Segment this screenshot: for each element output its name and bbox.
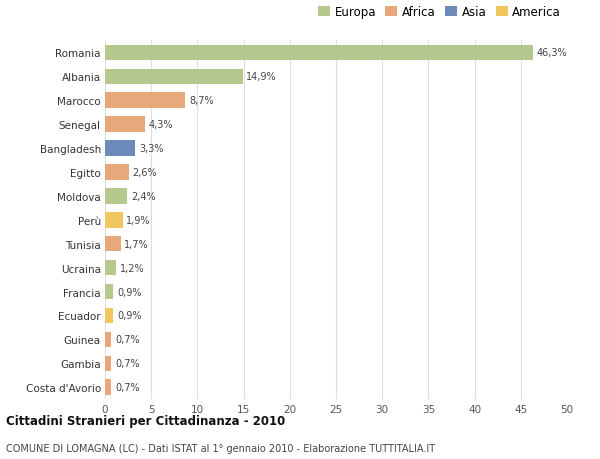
Bar — [105, 69, 242, 85]
Text: 8,7%: 8,7% — [189, 96, 214, 106]
Text: 0,7%: 0,7% — [115, 382, 140, 392]
Text: 1,9%: 1,9% — [126, 215, 151, 225]
Bar — [105, 45, 533, 61]
Legend: Europa, Africa, Asia, America: Europa, Africa, Asia, America — [318, 6, 561, 19]
Bar — [105, 260, 116, 276]
Text: 1,2%: 1,2% — [120, 263, 145, 273]
Bar — [105, 189, 127, 204]
Bar — [105, 93, 185, 109]
Text: 2,6%: 2,6% — [133, 168, 157, 178]
Bar — [105, 332, 112, 347]
Bar — [105, 356, 112, 371]
Text: Cittadini Stranieri per Cittadinanza - 2010: Cittadini Stranieri per Cittadinanza - 2… — [6, 414, 285, 428]
Bar — [105, 380, 112, 395]
Bar — [105, 141, 136, 157]
Text: 46,3%: 46,3% — [536, 48, 567, 58]
Text: 3,3%: 3,3% — [139, 144, 164, 154]
Text: 0,7%: 0,7% — [115, 358, 140, 369]
Text: 0,9%: 0,9% — [117, 287, 142, 297]
Bar — [105, 165, 129, 180]
Bar — [105, 308, 113, 324]
Text: COMUNE DI LOMAGNA (LC) - Dati ISTAT al 1° gennaio 2010 - Elaborazione TUTTITALIA: COMUNE DI LOMAGNA (LC) - Dati ISTAT al 1… — [6, 443, 435, 453]
Bar — [105, 236, 121, 252]
Bar — [105, 213, 122, 228]
Text: 0,9%: 0,9% — [117, 311, 142, 321]
Bar — [105, 284, 113, 300]
Text: 2,4%: 2,4% — [131, 191, 155, 202]
Text: 14,9%: 14,9% — [247, 72, 277, 82]
Bar — [105, 117, 145, 133]
Text: 4,3%: 4,3% — [148, 120, 173, 130]
Text: 1,7%: 1,7% — [124, 239, 149, 249]
Text: 0,7%: 0,7% — [115, 335, 140, 345]
